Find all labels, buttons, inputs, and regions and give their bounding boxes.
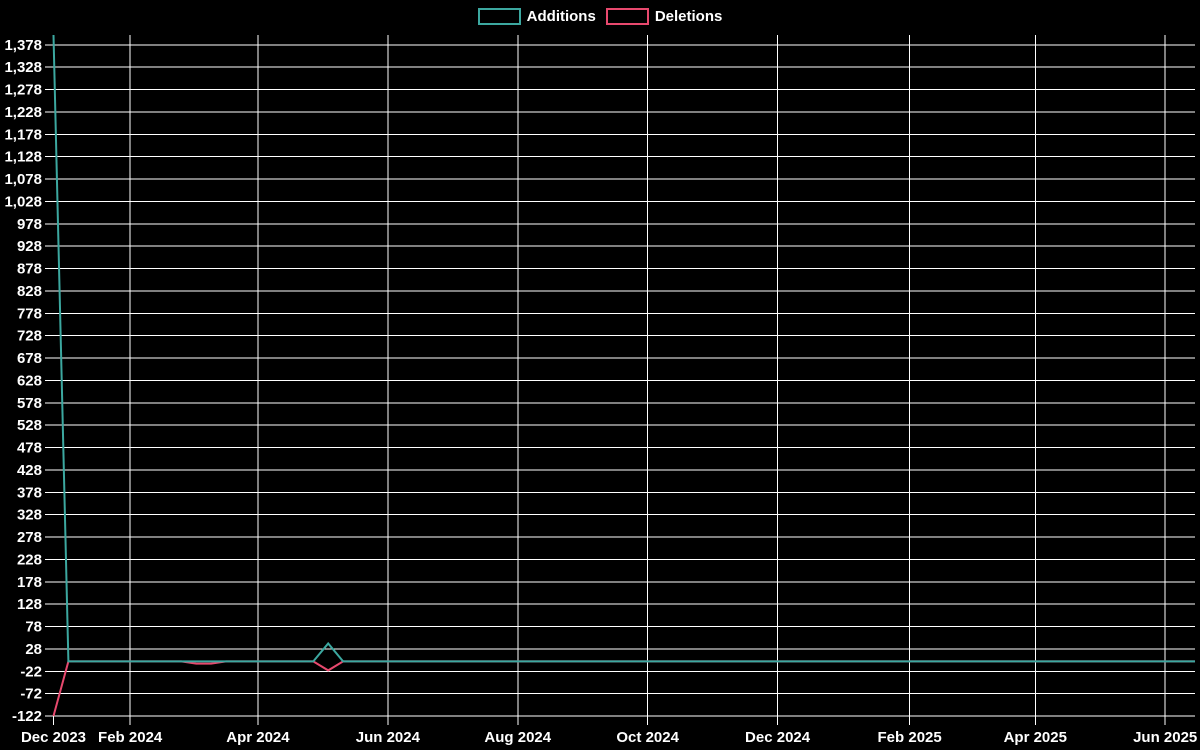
legend-item-deletions[interactable]: Deletions — [605, 8, 723, 25]
x-axis-labels: Dec 2023 Feb 2024 Apr 2024 Jun 2024 Aug 2024… — [21, 729, 1197, 746]
x-tick-label: Feb 2024 — [98, 729, 163, 746]
x-tick-label: Jun 2025 — [1133, 729, 1197, 746]
y-tick-label: 728 — [17, 328, 42, 345]
y-tick-label: 1,328 — [4, 59, 42, 76]
x-tick-label: Apr 2025 — [1004, 729, 1067, 746]
y-tick-label: 1,128 — [4, 149, 42, 166]
x-tick-label: Dec 2023 — [21, 729, 86, 746]
y-tick-label: 628 — [17, 372, 42, 389]
y-tick-label: 828 — [17, 283, 42, 300]
y-tick-label: 678 — [17, 350, 42, 367]
y-tick-label: 578 — [17, 395, 42, 412]
series-additions-line — [52, 34, 1195, 663]
y-tick-label: 228 — [17, 551, 42, 568]
y-tick-label: 178 — [17, 574, 42, 591]
y-axis-labels: 1,378 1,328 1,278 1,228 1,178 1,128 1,078 1,028… — [4, 37, 42, 725]
y-tick-label: 1,178 — [4, 126, 42, 143]
y-tick-label: 1,278 — [4, 82, 42, 99]
deletions-legend-label: Deletions — [654, 8, 723, 25]
x-tick-label: Jun 2024 — [356, 729, 421, 746]
y-tick-label: 328 — [17, 507, 42, 524]
chart-legend: Additions Deletions — [0, 8, 1200, 25]
y-tick-label: 28 — [25, 641, 42, 658]
x-tick-label: Aug 2024 — [484, 729, 551, 746]
x-tick-label: Oct 2024 — [616, 729, 679, 746]
legend-item-additions[interactable]: Additions — [477, 8, 596, 25]
y-tick-label: 878 — [17, 261, 42, 278]
x-tick-label: Apr 2024 — [226, 729, 290, 746]
y-tick-label: 428 — [17, 462, 42, 479]
series-deletions-line — [52, 660, 1195, 717]
y-tick-label: -72 — [20, 686, 42, 703]
gridlines — [53, 35, 1195, 717]
y-tick-label: -22 — [20, 663, 42, 680]
y-tick-label: 528 — [17, 417, 42, 434]
additions-legend-swatch-icon — [477, 8, 521, 25]
y-tick-label: 1,378 — [4, 37, 42, 54]
deletions-legend-swatch-icon — [605, 8, 649, 25]
y-tick-label: 278 — [17, 529, 42, 546]
y-tick-label: 78 — [25, 619, 42, 636]
y-tick-label: 478 — [17, 440, 42, 457]
y-tick-label: 1,028 — [4, 193, 42, 210]
y-tick-label: 378 — [17, 484, 42, 501]
y-tick-label: 778 — [17, 305, 42, 322]
y-tick-label: 978 — [17, 216, 42, 233]
y-tick-label: 128 — [17, 596, 42, 613]
y-tick-label: 1,228 — [4, 104, 42, 121]
y-tick-label: 1,078 — [4, 171, 42, 188]
axis-ticks — [45, 44, 1166, 725]
x-tick-label: Dec 2024 — [745, 729, 811, 746]
y-tick-label: -122 — [12, 708, 42, 725]
y-tick-label: 928 — [17, 238, 42, 255]
x-tick-label: Feb 2025 — [878, 729, 942, 746]
additions-legend-label: Additions — [526, 8, 596, 25]
